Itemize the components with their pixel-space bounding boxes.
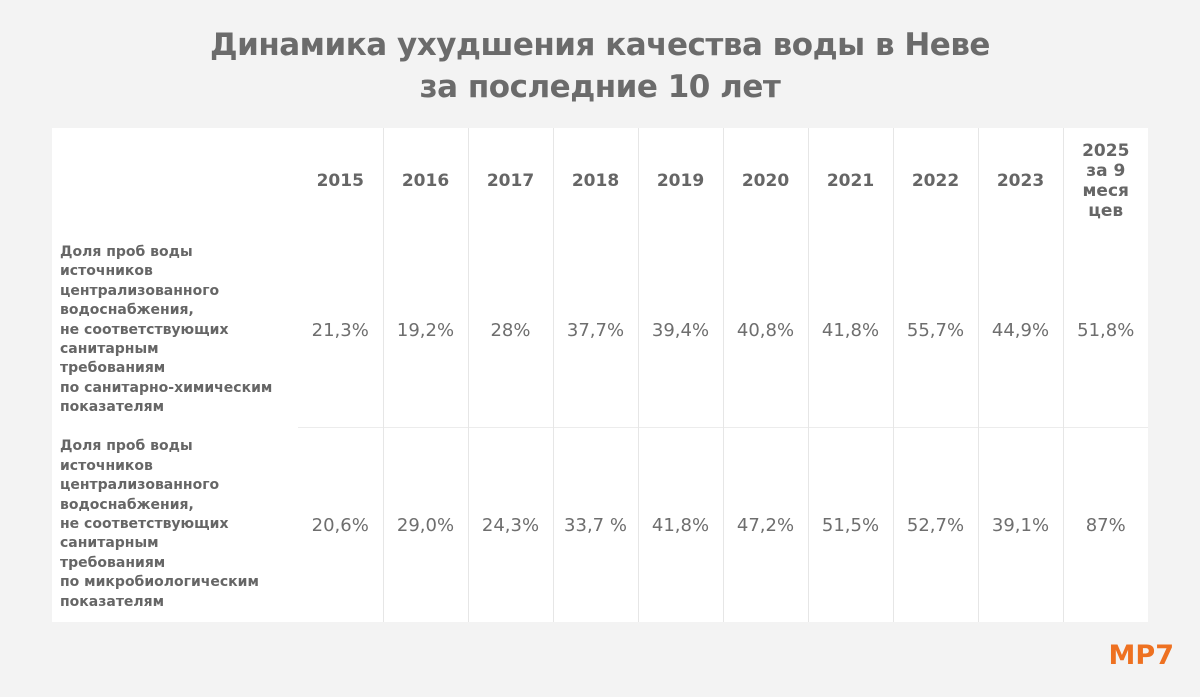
title: Динамика ухудшения качества воды в Неве … (0, 24, 1200, 108)
column-header-text: 2020 (741, 170, 790, 191)
row-label: Доля проб воды источников централизованн… (60, 438, 259, 610)
column-header-text: 2023 (996, 170, 1045, 191)
column-header: 2016 (382, 128, 468, 233)
value-cell: 55,7% (892, 233, 978, 428)
value-cell: 24,3% (467, 427, 553, 622)
value-cell: 19,2% (382, 233, 468, 428)
value-cell: 47,2% (722, 427, 808, 622)
column-header-text: 2019 (656, 170, 705, 191)
value-cell: 29,0% (382, 427, 468, 622)
value-cell: 40,8% (722, 233, 808, 428)
header-row: 2015 2016 2017 2018 2019 2020 2021 2022 2023 2025… (52, 128, 1148, 233)
column-header-text: 2017 (486, 170, 535, 191)
value-cell: 39,1% (977, 427, 1063, 622)
value-cell: 39,4% (637, 233, 723, 428)
value-cell: 87% (1062, 427, 1148, 622)
value-cell: 33,7 % (552, 427, 638, 622)
title-line: Динамика ухудшения качества воды в Неве (210, 27, 990, 63)
column-header-text: 2015 (316, 170, 364, 191)
column-header: 2020 (722, 128, 808, 233)
value-cell: 21,3% (311, 319, 369, 341)
column-header-text: 2018 (571, 170, 620, 191)
column-header-text: 2025 за 9 месяцев (1082, 140, 1130, 221)
title-line: за последние 10 лет (419, 69, 781, 105)
column-header-text: 2021 (826, 170, 875, 191)
table-row: Доля проб воды источников централизованн… (52, 427, 1148, 622)
column-header: 2022 (892, 128, 978, 233)
value-cell: 52,7% (892, 427, 978, 622)
column-header: 2023 (977, 128, 1063, 233)
row-label: Доля проб воды источников централизованн… (60, 243, 273, 416)
value-cell: 51,5% (807, 427, 893, 622)
value-cell: 20,6% (298, 427, 383, 622)
value-cell: 37,7% (552, 233, 638, 428)
data-table: 2015 2016 2017 2018 2019 2020 2021 2022 2023 2025… (52, 128, 1148, 622)
column-header: 2025 за 9 месяцев (1062, 128, 1148, 233)
column-header: 2019 (637, 128, 723, 233)
value-cell: 41,8% (637, 427, 723, 622)
column-header: 2017 (467, 128, 553, 233)
table-row: Доля проб воды источников централизованн… (52, 233, 1148, 428)
value-cell: 51,8% (1062, 233, 1148, 428)
column-header-text: 2016 (401, 170, 450, 191)
column-header-text: 2022 (911, 170, 960, 191)
column-header: 2015 (298, 128, 383, 233)
table-body: Доля проб воды источников централизованн… (52, 233, 1148, 622)
column-header: 2018 (552, 128, 638, 233)
value-cell: 44,9% (977, 233, 1063, 428)
corner-cell (52, 128, 298, 233)
column-header: 2021 (807, 128, 893, 233)
value-cell: 41,8% (807, 233, 893, 428)
logo: МР7 (1108, 640, 1174, 671)
value-cell: 28% (467, 233, 553, 428)
